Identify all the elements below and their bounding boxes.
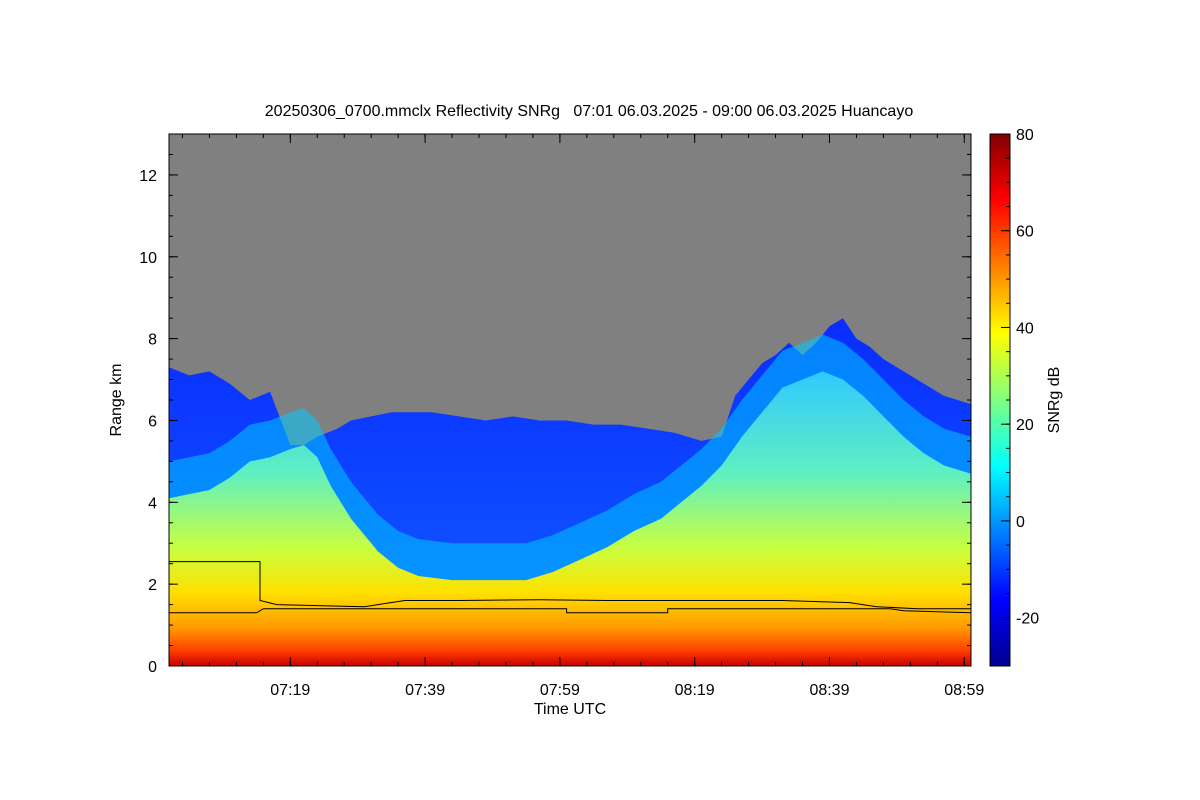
y-axis-label: Range km: [108, 364, 125, 437]
axes: 07:19 07:39 07:59 08:19 08:39 08:59 0 2 4 6 8 10 12: [139, 133, 984, 699]
y-tick-label: 2: [148, 577, 157, 594]
colorbar-label: SNRg dB: [1046, 367, 1063, 434]
colorbar-ticks: -20 0 20 40 60 80: [1001, 127, 1039, 667]
x-axis-label: Time UTC: [534, 701, 606, 718]
lower-reference-line: [169, 608, 971, 614]
x-tick-label: 08:39: [809, 682, 849, 699]
colorbar-tick-label: 40: [1016, 320, 1034, 337]
colorbar-tick-label: 20: [1016, 417, 1034, 434]
y-tick-label: 6: [148, 413, 157, 430]
y-tick-label: 4: [148, 495, 157, 512]
cloud-base-line: [169, 561, 971, 610]
colorbar-tick-label: 60: [1016, 224, 1034, 241]
y-tick-label: 12: [139, 168, 157, 185]
chart-title: 20250306_0700.mmclx Reflectivity SNRg 07…: [265, 103, 914, 120]
x-tick-label: 08:19: [675, 682, 715, 699]
low-cloud-echo-region: [169, 371, 971, 666]
colorbar-tick-label: -20: [1016, 611, 1039, 628]
x-tick-label: 08:59: [944, 682, 984, 699]
y-tick-label: 10: [139, 250, 157, 267]
y-tick-label: 8: [148, 332, 157, 349]
colorbar-tick-label: 80: [1016, 127, 1034, 144]
x-tick-label: 07:59: [540, 682, 580, 699]
x-tick-label: 07:19: [270, 682, 310, 699]
y-tick-label: 0: [148, 659, 157, 676]
x-tick-label: 07:39: [405, 682, 445, 699]
colorbar-tick-label: 0: [1016, 514, 1025, 531]
